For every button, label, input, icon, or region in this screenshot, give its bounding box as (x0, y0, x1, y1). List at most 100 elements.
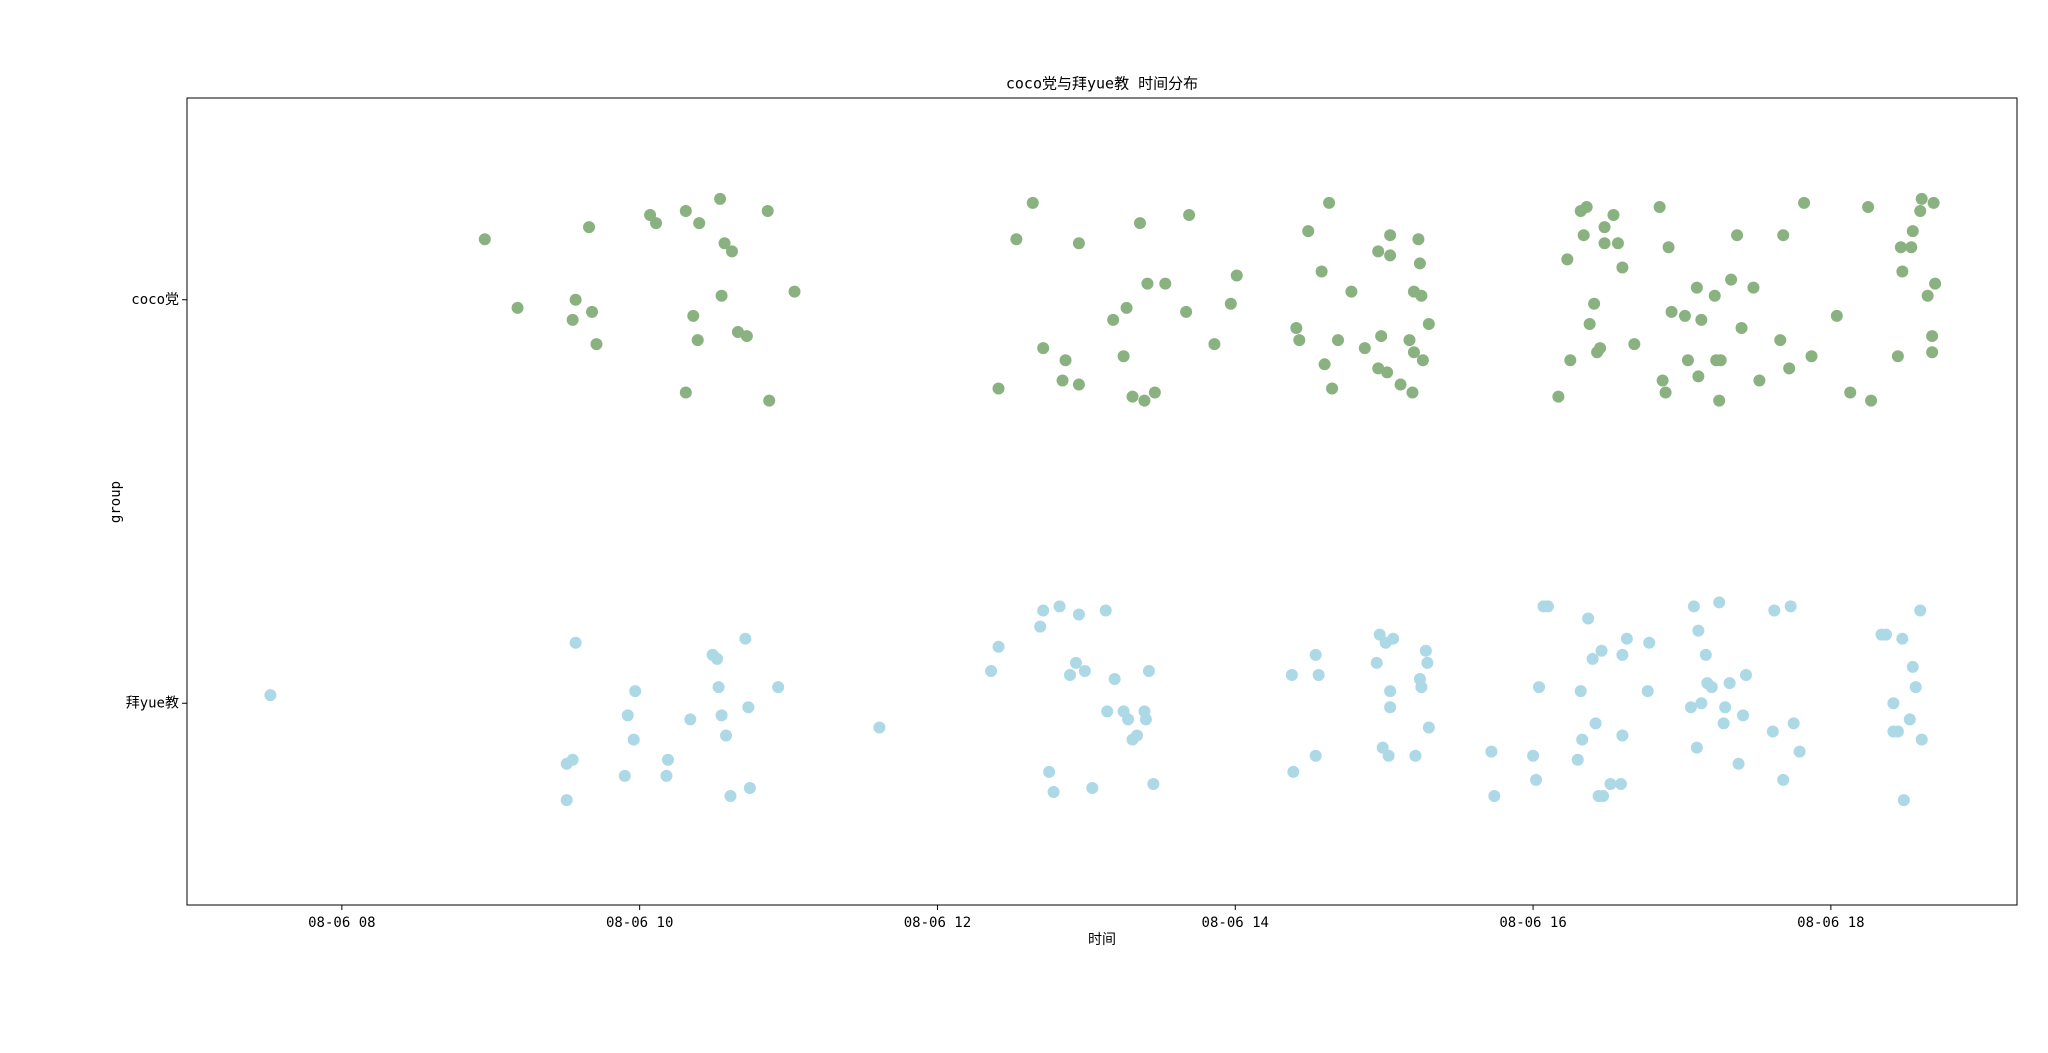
point (627, 733, 640, 746)
point (1732, 757, 1745, 770)
point (1485, 745, 1498, 758)
point (264, 689, 277, 702)
point (1894, 241, 1907, 254)
point (1665, 305, 1678, 318)
point (1903, 713, 1916, 726)
point (1370, 656, 1383, 669)
point (583, 221, 596, 234)
point (1117, 350, 1130, 363)
point (1384, 229, 1397, 242)
point (684, 713, 697, 726)
point (1101, 705, 1114, 718)
point (1133, 217, 1146, 230)
point (1056, 374, 1069, 387)
point (718, 237, 731, 250)
point (1318, 358, 1331, 371)
point (650, 217, 663, 230)
point (1690, 281, 1703, 294)
point (772, 681, 785, 694)
point (1678, 309, 1691, 322)
point (1309, 749, 1322, 762)
x-tick-label: 08-06 12 (904, 915, 971, 931)
point (1723, 677, 1736, 690)
point (1010, 233, 1023, 246)
point (1381, 366, 1394, 379)
point (1086, 781, 1099, 794)
point (1108, 673, 1121, 686)
point (1906, 660, 1919, 673)
point (1387, 632, 1400, 645)
point (1586, 652, 1599, 665)
point (1719, 701, 1732, 714)
point (1078, 664, 1091, 677)
point (715, 709, 728, 722)
y-tick-label: coco党 (131, 292, 179, 308)
point (1598, 221, 1611, 234)
point (742, 701, 755, 714)
point (1403, 334, 1416, 347)
point (1309, 648, 1322, 661)
point (1915, 733, 1928, 746)
point (1607, 209, 1620, 222)
point (1705, 681, 1718, 694)
point (1384, 249, 1397, 262)
point (1577, 229, 1590, 242)
point (1616, 648, 1629, 661)
chart-title: coco党与拜yue教 时间分布 (1006, 75, 1198, 93)
point (1180, 305, 1193, 318)
point (1891, 350, 1904, 363)
point (1142, 664, 1155, 677)
point (1641, 685, 1654, 698)
point (1315, 265, 1328, 278)
point (1708, 289, 1721, 302)
point (1126, 390, 1139, 403)
point (1926, 346, 1939, 359)
point (687, 309, 700, 322)
point (1692, 624, 1705, 637)
point (1382, 749, 1395, 762)
point (1777, 229, 1790, 242)
point (761, 204, 774, 217)
point (992, 640, 1005, 653)
point (1620, 632, 1633, 645)
point (1407, 346, 1420, 359)
point (691, 334, 704, 347)
point (1072, 608, 1085, 621)
point (1332, 334, 1345, 347)
point (1561, 253, 1574, 266)
point (1692, 370, 1705, 383)
point (1690, 741, 1703, 754)
point (1224, 297, 1237, 310)
point (1628, 338, 1641, 351)
point (590, 338, 603, 351)
point (1412, 233, 1425, 246)
point (1285, 669, 1298, 682)
y-tick-label: 拜yue教 (126, 695, 179, 711)
point (1130, 729, 1143, 742)
point (1739, 669, 1752, 682)
point (1287, 765, 1300, 778)
point (1684, 701, 1697, 714)
point (1122, 713, 1135, 726)
point (788, 285, 801, 298)
point (1141, 277, 1154, 290)
point (1159, 277, 1172, 290)
point (1138, 394, 1151, 407)
point (1527, 749, 1540, 762)
point (660, 769, 673, 782)
point (714, 192, 727, 205)
point (1421, 656, 1434, 669)
point (1915, 192, 1928, 205)
point (1699, 648, 1712, 661)
point (873, 721, 886, 734)
point (1662, 241, 1675, 254)
point (1897, 794, 1910, 807)
point (1059, 354, 1072, 367)
point (1594, 342, 1607, 355)
point (1372, 245, 1385, 258)
point (1375, 330, 1388, 343)
point (731, 326, 744, 339)
point (566, 313, 579, 326)
point (1614, 777, 1627, 790)
point (1616, 729, 1629, 742)
